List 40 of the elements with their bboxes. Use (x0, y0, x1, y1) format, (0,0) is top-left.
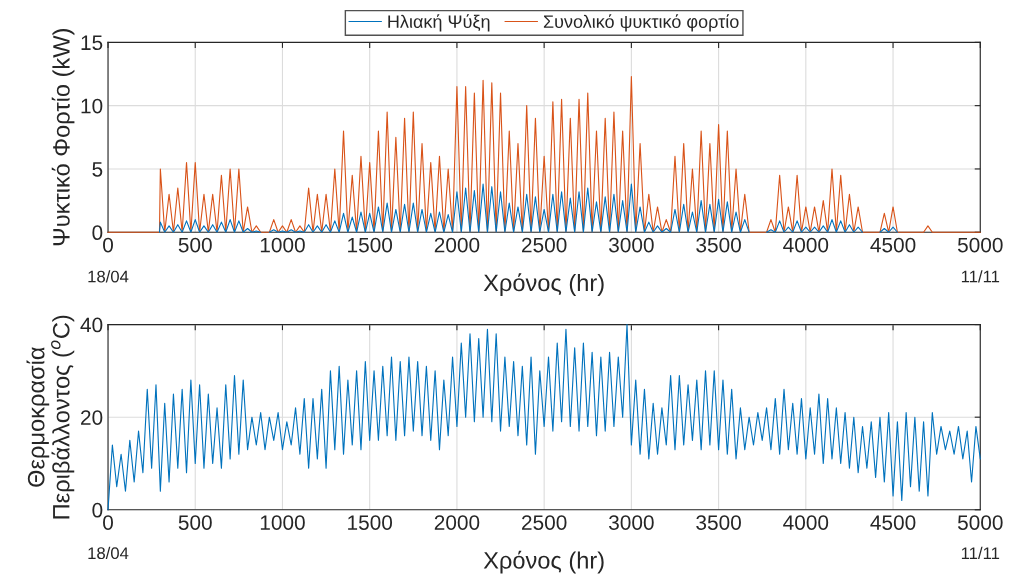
x-tick-label: 3500 (696, 237, 741, 253)
y-tick-label: 20 (81, 410, 103, 425)
x-tick-label: 500 (178, 237, 212, 253)
x-tick-label: 1500 (348, 237, 393, 253)
x-axis-title: Χρόνος (hr) (483, 550, 604, 574)
x-tick-label: 1000 (260, 515, 305, 530)
legend-label: Συνολικό ψυκτικό φορτίο (543, 14, 739, 32)
legend-label: Ηλιακή Ψύξη (388, 14, 490, 32)
x-tick-label: 3000 (609, 515, 654, 530)
x-tick-label: 5000 (957, 515, 1003, 530)
x-tick-label: 0 (103, 515, 113, 530)
x-tick-label: 1500 (348, 515, 393, 530)
x-tick-label: 3500 (696, 515, 741, 530)
y-tick-label: 40 (80, 317, 103, 333)
text: 18/04 (88, 270, 129, 283)
y-tick-label: 10 (81, 98, 103, 114)
x-tick-label: 2500 (522, 515, 567, 530)
x-tick-label: 2000 (434, 515, 480, 530)
x-tick-label: 3000 (609, 237, 654, 253)
text: 11/11 (961, 546, 1000, 560)
x-axis-title: Χρόνος (hr) (483, 273, 604, 296)
x-tick-label: 4500 (870, 515, 916, 530)
x-tick-label: 4000 (783, 515, 829, 530)
y-axis-title: Ψυκτικό Φορτίο (kW) (51, 29, 75, 246)
x-tick-label: 5000 (957, 237, 1003, 253)
text: 11/11 (961, 270, 1000, 283)
x-tick-label: 4000 (783, 237, 829, 253)
x-tick-label: 0 (103, 237, 113, 253)
text: 18/04 (88, 546, 129, 560)
y-tick-label: 0 (92, 502, 103, 518)
y-tick-label: 0 (92, 225, 103, 241)
x-tick-label: 4500 (870, 237, 916, 253)
y-tick-label: 15 (81, 35, 103, 51)
y-axis-title: Θερμοκρασία Περιβάλλοντος ($^{o}$C) (26, 315, 75, 519)
line-series (107, 324, 981, 511)
x-tick-label: 2000 (434, 237, 480, 253)
x-tick-label: 2500 (522, 237, 567, 253)
y-tick-label: 5 (92, 162, 103, 177)
x-tick-label: 1000 (260, 237, 305, 253)
x-tick-label: 500 (178, 515, 212, 530)
